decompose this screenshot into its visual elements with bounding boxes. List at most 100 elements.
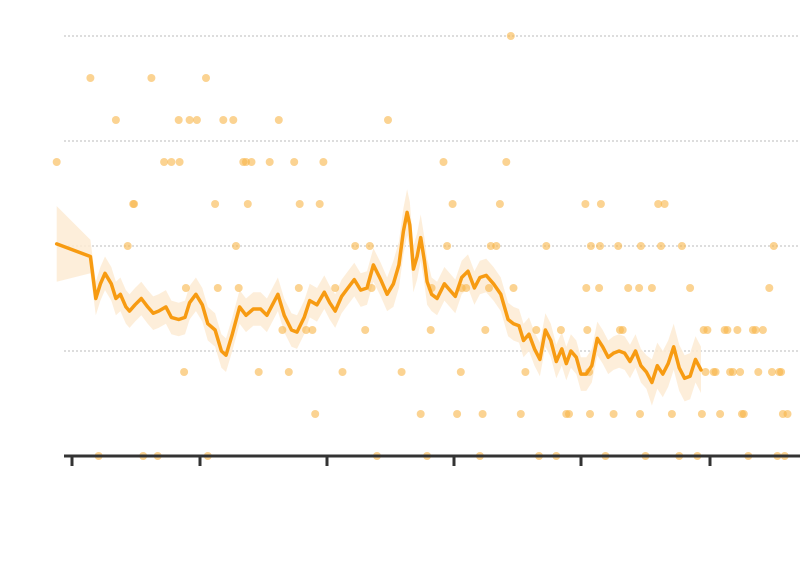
data-point-65	[481, 326, 490, 334]
data-point-42	[319, 158, 328, 166]
data-point-132	[769, 242, 778, 250]
data-point-89	[596, 242, 604, 250]
data-point-40	[311, 410, 320, 418]
data-point-20	[211, 200, 220, 208]
data-point-67	[486, 242, 495, 250]
data-point-28	[243, 200, 252, 208]
data-point-13	[175, 158, 184, 166]
data-point-95	[618, 326, 627, 334]
data-point-107	[677, 242, 686, 250]
data-point-51	[397, 368, 406, 376]
data-point-104	[660, 200, 669, 208]
data-point-56	[439, 158, 448, 166]
data-point-97	[635, 284, 644, 292]
band-layer	[56, 189, 701, 406]
data-point-18	[202, 74, 210, 82]
data-point-15	[181, 284, 190, 292]
data-point-66	[485, 284, 493, 292]
data-point-17	[192, 116, 201, 124]
axis-layer	[64, 454, 800, 466]
data-point-73	[516, 410, 525, 418]
data-point-87	[586, 242, 595, 250]
data-point-135	[777, 368, 786, 376]
data-point-68	[492, 242, 501, 250]
data-point-77	[542, 242, 551, 250]
data-point-44	[338, 368, 347, 376]
data-point-36	[294, 284, 303, 292]
data-point-81	[565, 410, 573, 418]
data-point-58	[448, 200, 457, 208]
data-point-3	[111, 116, 120, 124]
data-point-23	[229, 116, 238, 124]
data-point-37	[295, 200, 304, 208]
data-point-4	[123, 242, 132, 250]
data-point-127	[751, 326, 760, 334]
data-point-14	[180, 368, 189, 376]
data-point-110	[697, 410, 706, 418]
data-point-29	[247, 158, 256, 166]
data-point-72	[509, 284, 518, 292]
data-point-124	[739, 410, 748, 418]
data-point-99	[636, 242, 645, 250]
data-point-59	[453, 410, 462, 418]
data-point-93	[614, 242, 623, 250]
data-point-48	[367, 284, 376, 292]
data-point-52	[416, 410, 425, 418]
data-point-10	[160, 158, 169, 166]
data-point-79	[556, 326, 565, 334]
data-point-103	[657, 242, 665, 250]
data-point-8	[147, 74, 156, 82]
points-layer	[52, 32, 792, 460]
data-point-112	[701, 368, 710, 376]
data-point-113	[703, 326, 712, 334]
data-point-31	[265, 158, 274, 166]
data-point-12	[174, 116, 183, 124]
data-point-128	[754, 368, 763, 376]
data-point-116	[716, 410, 725, 418]
data-point-38	[302, 326, 311, 334]
data-point-98	[636, 410, 644, 418]
data-point-54	[426, 326, 435, 334]
data-point-101	[647, 284, 656, 292]
data-point-32	[274, 116, 283, 124]
data-point-82	[581, 200, 590, 208]
data-point-11	[167, 158, 176, 166]
data-point-118	[723, 326, 732, 334]
data-point-0	[52, 158, 61, 166]
data-point-90	[596, 200, 605, 208]
data-point-75	[532, 326, 541, 334]
data-point-57	[443, 242, 452, 250]
data-point-129	[758, 326, 767, 334]
data-point-6	[130, 200, 139, 208]
data-point-108	[686, 284, 695, 292]
data-point-43	[331, 284, 340, 292]
data-point-121	[733, 326, 742, 334]
data-point-86	[586, 410, 594, 418]
data-point-102	[654, 200, 663, 208]
data-point-120	[728, 368, 737, 376]
data-point-70	[502, 158, 511, 166]
data-point-138	[783, 410, 792, 418]
data-point-46	[361, 326, 370, 334]
data-point-62	[462, 284, 471, 292]
confidence-band	[56, 189, 701, 406]
data-point-60	[456, 368, 465, 376]
data-point-34	[284, 368, 293, 376]
data-point-33	[278, 326, 287, 334]
data-point-16	[185, 116, 194, 124]
data-point-71	[506, 32, 515, 40]
data-point-45	[351, 242, 360, 250]
data-point-88	[595, 284, 604, 292]
data-point-25	[234, 284, 243, 292]
data-point-74	[521, 368, 530, 376]
data-point-24	[232, 242, 240, 250]
data-point-105	[667, 410, 676, 418]
data-point-21	[213, 284, 222, 292]
data-point-39	[308, 326, 317, 334]
data-point-122	[736, 368, 745, 376]
data-point-1	[86, 74, 95, 82]
data-point-69	[495, 200, 504, 208]
data-point-35	[290, 158, 299, 166]
data-point-130	[765, 284, 774, 292]
